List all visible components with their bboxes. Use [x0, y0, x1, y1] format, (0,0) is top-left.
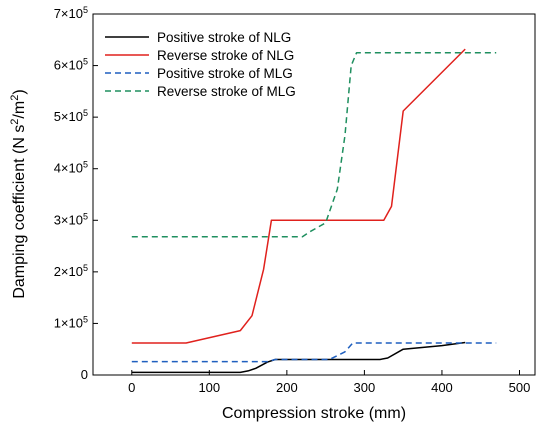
x-tick-label: 100 — [198, 380, 220, 395]
y-tick-label: 1×105 — [54, 314, 88, 330]
series-line-3 — [131, 342, 497, 363]
x-tick-label: 200 — [276, 380, 298, 395]
axes-layer: 0 100 200 300 400 500 0 1×105 2×105 3×105 4×105 5×1… — [54, 5, 531, 395]
series-layer — [131, 48, 497, 374]
y-tick-label: 5×105 — [54, 108, 88, 124]
series-line-1 — [131, 341, 466, 374]
y-tick-label: 7×105 — [54, 5, 88, 21]
x-tick-label: 0 — [128, 380, 135, 395]
series-line-4 — [131, 51, 497, 238]
x-tick-label: 400 — [431, 380, 453, 395]
y-tick-label: 2×105 — [54, 263, 88, 279]
y-tick-label: 6×105 — [54, 57, 88, 73]
x-axis-title: Compression stroke (mm) — [222, 405, 406, 422]
y-axis-title: Damping coefficient (N s2/m2) — [9, 89, 28, 298]
legend-label: Reverse stroke of MLG — [157, 84, 296, 99]
x-tick-label: 500 — [509, 380, 531, 395]
y-tick-label: 0 — [81, 367, 88, 382]
legend: Positive stroke of NLG Reverse stroke of … — [105, 30, 296, 99]
y-tick-label: 4×105 — [54, 160, 88, 176]
legend-label: Reverse stroke of NLG — [157, 48, 294, 63]
x-tick-label: 300 — [354, 380, 376, 395]
legend-label: Positive stroke of MLG — [157, 66, 293, 81]
series-line-2 — [131, 48, 466, 344]
plot-frame — [92, 13, 536, 376]
y-tick-label: 3×105 — [54, 211, 88, 227]
legend-label: Positive stroke of NLG — [157, 30, 291, 45]
